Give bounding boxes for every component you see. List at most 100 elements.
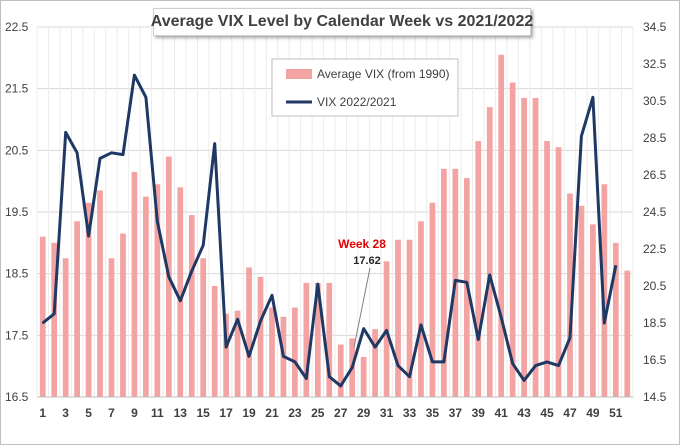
x-tick-label: 29 [357,406,371,420]
bar [85,202,92,397]
x-tick-label: 33 [403,406,417,420]
vix-point [477,338,480,341]
y-left-tick-label: 19.5 [5,205,29,219]
vix-point [305,377,308,380]
vix-point [133,74,136,76]
bar [441,168,447,397]
bar [486,107,493,398]
x-tick-label: 17 [219,406,233,420]
x-tick-label: 51 [609,406,623,420]
y-left-tick-label: 17.5 [5,328,29,342]
x-tick-label: 47 [563,406,577,420]
bar [406,239,413,397]
bar [246,267,252,397]
x-tick-label: 9 [131,406,138,420]
vix-point [488,274,491,276]
vix-point [408,375,411,378]
bar [475,141,482,397]
bar [567,193,573,397]
vix-point [294,361,296,363]
vix-point [122,153,124,156]
legend-box [271,58,459,117]
bar [143,196,149,397]
bar [223,313,229,397]
vix-point [385,329,388,332]
x-tick-label: 25 [311,406,325,420]
vix-point [190,270,193,273]
vix-point [259,320,262,322]
legend-swatch-bar [286,69,312,79]
x-tick-label: 41 [495,406,509,420]
y-right-tick-label: 26.5 [643,168,667,182]
vix-point [282,355,285,358]
bar [337,344,344,397]
x-tick-label: 37 [449,406,463,420]
vix-point [145,96,147,99]
x-tick-label: 7 [108,406,115,420]
vix-point [523,379,525,382]
legend: Average VIX (from 1990) VIX 2022/2021 [271,58,459,117]
x-tick-label: 1 [39,406,46,420]
vix-point [454,279,457,282]
bar [211,286,218,397]
vix-point [202,244,204,247]
annotation-week-label: Week 28 [338,237,386,251]
vix-point [99,157,101,160]
vix-point [339,385,342,387]
y-left-tick-label: 21.5 [5,82,29,96]
bar [120,233,126,397]
vix-point [328,375,331,378]
vix-point [53,312,55,315]
vix-point [64,131,67,134]
vix-point [41,322,44,324]
bar [498,54,505,397]
bar [326,282,333,397]
y-right-tick-label: 30.5 [643,94,667,108]
y-right-tick-label: 24.5 [643,205,667,219]
bar [314,282,321,397]
bar [555,147,562,397]
vix-point [603,322,606,324]
x-tick-label: 49 [586,406,600,420]
y-left-tick-label: 18.5 [5,267,29,281]
bar [590,224,596,397]
y-right-tick-label: 22.5 [643,242,667,256]
x-tick-label: 45 [540,406,554,420]
vix-point [397,364,399,367]
bar [131,171,138,397]
bar [177,187,184,397]
bar [108,258,115,397]
vix-point [179,300,182,302]
bar [200,258,207,397]
bar [612,242,619,397]
x-tick-label: 31 [380,406,394,420]
x-tick-label: 27 [334,406,348,420]
bar [188,215,195,397]
x-tick-label: 19 [242,406,256,420]
vix-point [374,346,376,348]
y-right-tick-label: 18.5 [643,316,667,330]
vix-point [213,142,216,145]
vix-point [76,152,78,154]
chart-title: Average VIX Level by Calendar Week vs 20… [151,8,533,36]
bar [234,310,241,397]
bar [257,276,264,397]
vix-point [580,135,583,137]
vix-point [87,235,90,237]
vix-point [236,318,239,321]
vix-point [569,337,571,339]
vix-point [317,283,319,285]
y-right-tick-label: 16.5 [643,353,667,367]
axes: 16.5 17.5 18.5 19.5 20.5 21.5 22.5 14.5 16.5 18.5… [5,20,667,420]
vix-point [534,364,537,367]
bar [292,307,298,397]
y-right-tick-label: 14.5 [643,390,667,404]
vix-point [156,220,159,223]
y-right-tick-label: 32.5 [643,57,667,71]
bar [62,258,69,397]
gridlines [36,26,634,398]
bar [154,184,161,397]
vix-point [615,264,617,267]
